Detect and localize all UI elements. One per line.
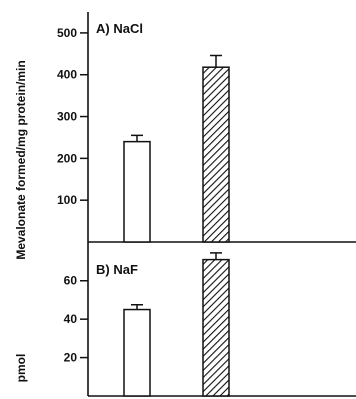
panel-b-ytick-label-40: 40: [64, 312, 78, 326]
panel-a-label: A) NaCl: [96, 21, 143, 36]
y-axis-title-unit: pmol: [14, 354, 28, 383]
panel-a-bar-1: [123, 140, 151, 243]
panel-b-ytick-label-60: 60: [64, 274, 78, 288]
panel-a-ytick-label-100: 100: [57, 193, 77, 207]
panel-a-ytick-label-300: 300: [57, 110, 77, 124]
panel-a-ytick-label-400: 400: [57, 68, 77, 82]
panel-b-bar-2: [202, 258, 230, 397]
panel-a-ytick-label-500: 500: [57, 26, 77, 40]
panel-a-ytick-label-200: 200: [57, 151, 77, 165]
y-axis-title-main: Mevalonate formed/mg protein/min: [14, 60, 28, 259]
panel-a-bar-2: [202, 66, 230, 243]
panel-b-ytick-label-20: 20: [64, 351, 78, 365]
panel-b: B) NaF 20 40 60: [64, 242, 356, 397]
panel-a: A) NaCl 100 200 300 400 500: [57, 12, 356, 243]
panel-b-label: B) NaF: [96, 262, 138, 277]
panel-b-bar-1: [123, 308, 151, 397]
